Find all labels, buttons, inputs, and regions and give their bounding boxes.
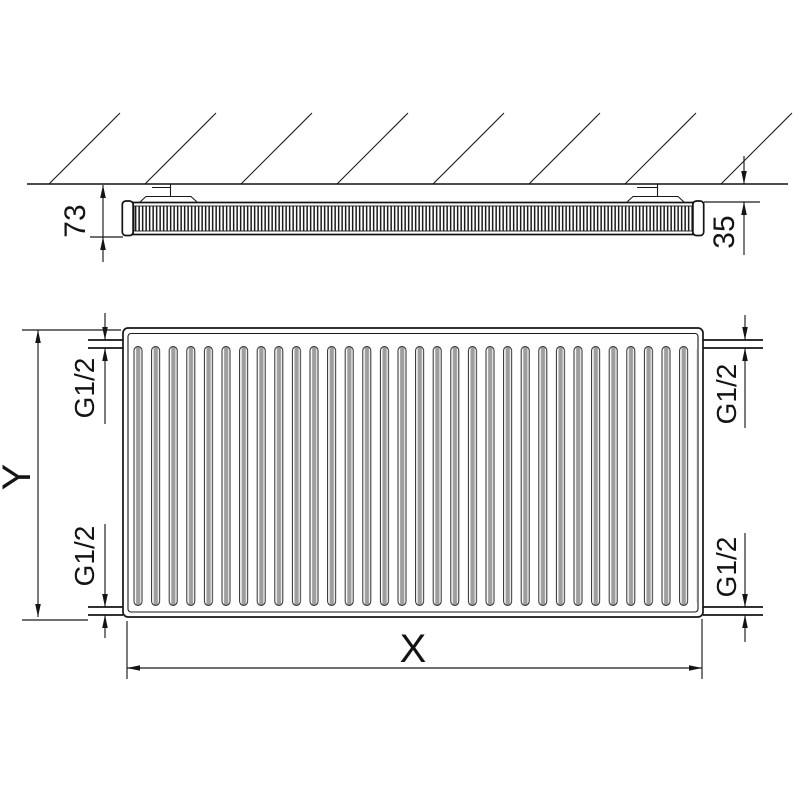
end-cap-right <box>692 200 705 237</box>
bracket-hood <box>626 195 685 203</box>
dim-73-label: 73 <box>59 204 92 237</box>
hatch-line <box>336 112 409 185</box>
radiator-fins <box>133 346 697 606</box>
hatch-line <box>144 112 217 185</box>
hatch-line <box>48 112 121 185</box>
front-view-section: G1/2 G1/2 G1/2 G1/2 <box>0 313 763 679</box>
dim-35-label: 35 <box>708 215 741 248</box>
arrowhead-down-icon <box>742 327 748 340</box>
mounting-bracket-left <box>139 184 198 203</box>
arrowhead-up-icon <box>742 348 748 361</box>
arrowhead-right-icon <box>689 665 702 671</box>
arrowhead-up-icon <box>742 615 748 628</box>
top-view-section: 73 35 <box>27 112 793 262</box>
g12-label: G1/2 <box>711 364 742 425</box>
arrowhead-up-icon <box>100 185 106 198</box>
end-cap-left <box>121 200 134 237</box>
connection-stub-bottom-left <box>88 606 123 616</box>
connection-stub-bottom-right <box>703 606 763 616</box>
hatch-line <box>432 112 505 185</box>
dim-total-depth: 73 <box>59 185 123 262</box>
connection-stub-top-right <box>703 339 763 349</box>
dim-x-label: X <box>400 627 427 671</box>
arrowhead-left-icon <box>127 665 140 671</box>
hatch-line <box>528 112 601 185</box>
dim-width-x: X <box>126 619 703 679</box>
hatch-line <box>240 112 313 185</box>
dim-g12-bottom-left: G1/2 <box>69 524 108 638</box>
arrowhead-up-icon <box>100 237 106 250</box>
connection-stub-top-left <box>88 339 123 349</box>
mounting-bracket-right <box>626 184 685 203</box>
g12-label: G1/2 <box>69 358 100 419</box>
arrowhead-up-icon <box>741 202 747 215</box>
arrowhead-down-icon <box>102 327 108 340</box>
g12-label: G1/2 <box>711 537 742 598</box>
dim-y-label: Y <box>0 464 39 491</box>
arrowhead-down-icon <box>35 604 41 617</box>
radiator-front-panel <box>122 327 704 618</box>
arrowhead-down-icon <box>742 594 748 607</box>
hatch-line <box>624 112 697 185</box>
dim-wall-clearance: 35 <box>704 156 760 255</box>
arrowhead-up-icon <box>102 348 108 361</box>
arrowhead-down-icon <box>102 594 108 607</box>
dim-height-y: Y <box>0 329 121 621</box>
arrowhead-up-icon <box>102 615 108 628</box>
hatch-line <box>720 112 793 185</box>
g12-label: G1/2 <box>69 526 100 587</box>
radiator-cross-section <box>121 184 705 237</box>
convector-fin-band <box>133 205 693 232</box>
wall-hatching <box>48 112 793 185</box>
bracket-hood <box>139 195 198 203</box>
dim-g12-bottom-right: G1/2 <box>711 533 748 642</box>
dim-g12-top-right: G1/2 <box>711 315 748 428</box>
arrowhead-down-icon <box>741 171 747 184</box>
arrowhead-up-icon <box>35 330 41 343</box>
